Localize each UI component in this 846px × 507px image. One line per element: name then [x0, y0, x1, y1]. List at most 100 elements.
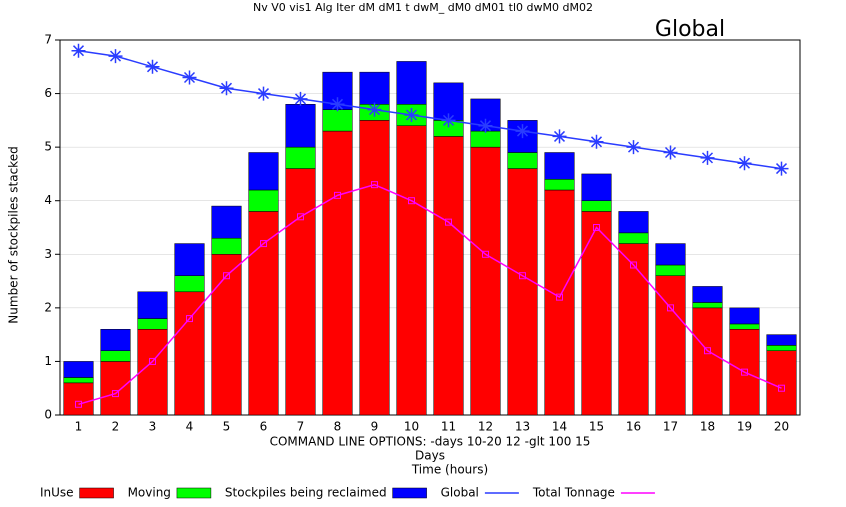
- bar-segment: [544, 189, 575, 416]
- y-tick-label: 2: [44, 300, 52, 314]
- bar-segment: [692, 302, 723, 309]
- plot-frame: [59, 39, 801, 416]
- marker: [704, 347, 711, 355]
- y-tick-label: 6: [44, 86, 52, 100]
- bar-segment: [544, 152, 575, 180]
- x-tick-label: 4: [186, 420, 194, 434]
- bar-segment: [581, 200, 612, 212]
- bar-segment: [396, 61, 427, 105]
- marker: [223, 272, 230, 280]
- marker: [700, 150, 715, 165]
- marker: [515, 124, 530, 139]
- bar-segment: [211, 254, 242, 416]
- bar-segment: [100, 329, 131, 351]
- bar-segment: [322, 130, 353, 416]
- marker: [778, 384, 785, 392]
- x-tick-label: 20: [774, 420, 789, 434]
- y-tick-label: 3: [44, 247, 52, 261]
- x-tick-label: 15: [589, 420, 604, 434]
- bar-segment: [63, 361, 94, 378]
- marker: [182, 70, 197, 85]
- bar-segment: [211, 205, 242, 239]
- x-tick-label: 17: [663, 420, 678, 434]
- bar-segment: [174, 291, 205, 416]
- x-tick-label: 11: [441, 420, 456, 434]
- y-tick-label: 5: [44, 140, 52, 154]
- line: [78, 49, 782, 170]
- marker: [145, 59, 160, 74]
- x-tick-label: 16: [626, 420, 641, 434]
- bar-segment: [581, 173, 612, 201]
- bar-segment: [618, 211, 649, 234]
- bar-segment: [100, 361, 131, 416]
- bar-segment: [766, 345, 797, 351]
- x-tick-label: 8: [334, 420, 342, 434]
- bar-segment: [581, 211, 612, 416]
- legend-swatch: [392, 487, 427, 499]
- chart-title: Global: [655, 17, 725, 42]
- bar-segment: [137, 318, 168, 330]
- y-tick-label: 4: [44, 193, 52, 207]
- marker: [293, 91, 308, 106]
- y-axis-title: Number of stockpiles stacked: [7, 146, 21, 323]
- bar-segment: [174, 275, 205, 293]
- bar-segment: [322, 109, 353, 132]
- bar-segment: [433, 136, 464, 416]
- bar-segment: [63, 382, 94, 416]
- marker: [367, 102, 382, 117]
- marker: [330, 97, 345, 112]
- bar-segment: [470, 130, 501, 148]
- marker: [737, 156, 752, 171]
- bar-segment: [655, 264, 686, 276]
- bar-segment: [285, 168, 316, 416]
- marker: [482, 250, 489, 258]
- marker: [626, 140, 641, 155]
- x-tick-label: 6: [260, 420, 268, 434]
- x-axis-title: Days: [415, 449, 445, 463]
- marker: [774, 161, 789, 176]
- legend-swatch: [79, 487, 114, 499]
- x-tick-label: 14: [552, 420, 567, 434]
- bar-segment: [137, 329, 168, 416]
- bar-segment: [655, 243, 686, 266]
- y-tick-label: 1: [44, 354, 52, 368]
- bar-segment: [63, 377, 94, 384]
- marker: [219, 81, 234, 96]
- bar-segment: [137, 291, 168, 319]
- marker: [445, 218, 452, 226]
- legend-label: Stockpiles being reclaimed: [225, 486, 387, 500]
- x-tick-label: 9: [371, 420, 379, 434]
- marker: [741, 368, 748, 376]
- legend-label: Global: [441, 486, 479, 500]
- x-tick-label: 1: [75, 420, 83, 434]
- marker: [334, 191, 341, 199]
- marker: [441, 113, 456, 128]
- x-tick-label: 10: [404, 420, 419, 434]
- bar-segment: [729, 307, 760, 325]
- legend-label: Total Tonnage: [532, 486, 615, 500]
- bar-segment: [692, 286, 723, 303]
- marker: [112, 390, 119, 398]
- bar-segment: [211, 237, 242, 255]
- marker: [663, 145, 678, 160]
- bar-segment: [618, 243, 649, 416]
- bar-segment: [174, 243, 205, 276]
- bar-segment: [248, 152, 279, 191]
- bar-segment: [359, 120, 390, 416]
- marker: [408, 197, 415, 205]
- marker: [478, 118, 493, 133]
- x-tick-label: 19: [737, 420, 752, 434]
- marker: [593, 224, 600, 231]
- line: [78, 183, 782, 406]
- bar-segment: [692, 307, 723, 416]
- marker: [260, 240, 267, 248]
- marker: [589, 134, 604, 149]
- marker: [630, 261, 637, 269]
- x-tick-label: 7: [297, 420, 305, 434]
- header: Nv V0 vis1 Alg Iter dM dM1 t dwM_ dM0 dM…: [253, 1, 593, 14]
- bar-segment: [248, 189, 279, 212]
- bar-segment: [396, 125, 427, 416]
- marker: [667, 304, 674, 312]
- marker: [186, 315, 193, 323]
